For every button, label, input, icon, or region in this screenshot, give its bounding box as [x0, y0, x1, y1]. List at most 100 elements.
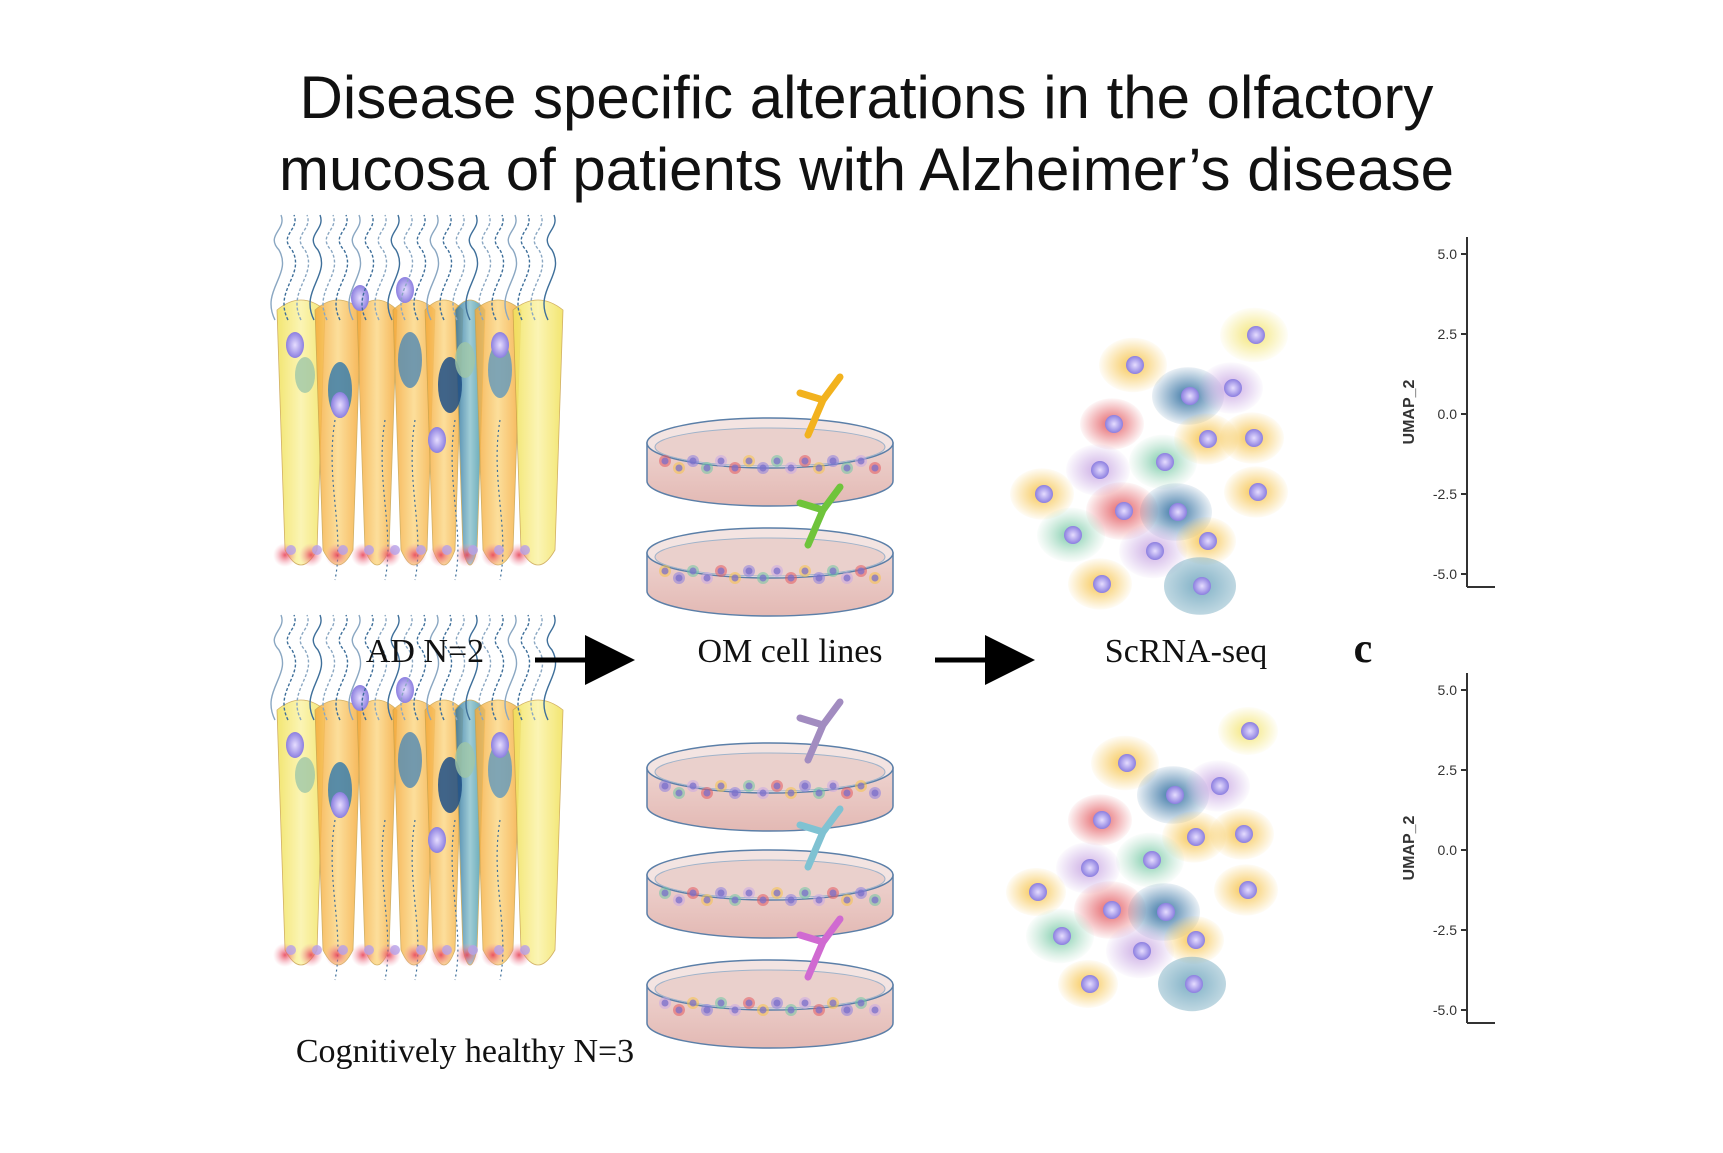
cilium	[361, 614, 375, 721]
dish-cell-nucleus	[843, 896, 851, 904]
umap-tick-label: -2.5	[1433, 922, 1457, 938]
cell-nucleus	[1133, 942, 1151, 960]
cilium	[400, 614, 414, 721]
epithelium-column	[314, 299, 362, 566]
dish-cell-nucleus	[871, 789, 879, 797]
dish-cell-nucleus	[871, 574, 879, 582]
basal-cell-nucleus	[286, 945, 296, 955]
cilium	[439, 614, 453, 721]
antibody-shape	[796, 805, 844, 871]
single-cell	[1026, 908, 1094, 964]
dish-cell-nucleus	[661, 567, 669, 575]
umap-tick-label: -5.0	[1433, 566, 1457, 582]
umap-tick-label: 2.5	[1438, 326, 1458, 342]
single-cell	[1086, 482, 1158, 540]
cilium	[309, 214, 323, 321]
axon	[496, 419, 504, 581]
cilium	[530, 214, 544, 321]
dish-cell-nucleus	[717, 567, 725, 575]
cilium	[296, 214, 310, 321]
single-cell	[1068, 558, 1132, 610]
cilium	[348, 614, 362, 721]
dish-cell-nucleus	[731, 1006, 739, 1014]
antibody-shape	[796, 698, 844, 764]
single-cell	[1068, 794, 1132, 846]
single-cell	[1199, 362, 1263, 414]
cell-nucleus	[295, 757, 315, 793]
basal-cell-nucleus	[416, 945, 426, 955]
neuron-body	[438, 757, 462, 813]
dish-cell-nucleus	[773, 567, 781, 575]
single-cell	[1224, 466, 1288, 518]
cell-nucleus	[455, 342, 475, 378]
antibody-shape	[796, 373, 844, 439]
cell-nucleus	[286, 332, 304, 358]
dish-cell-nucleus	[703, 896, 711, 904]
cilium	[322, 614, 336, 721]
cilium	[452, 614, 466, 721]
dish-cell-nucleus	[815, 464, 823, 472]
cell-nucleus	[1115, 502, 1133, 520]
cell-nucleus	[1091, 461, 1109, 479]
cell-nucleus	[1181, 387, 1199, 405]
dish-cell-nucleus	[675, 789, 683, 797]
dish-medium	[654, 859, 886, 899]
dish-medium	[654, 752, 886, 792]
antibody-shape	[796, 915, 844, 981]
cilium	[543, 614, 557, 721]
cilium	[309, 614, 323, 721]
dish-cell-nucleus	[675, 464, 683, 472]
dish-cell-nucleus	[787, 464, 795, 472]
dish-cell-nucleus	[745, 457, 753, 465]
cilium	[517, 214, 531, 321]
dish-cell-nucleus	[759, 574, 767, 582]
dish-cell-nucleus	[717, 999, 725, 1007]
axon	[381, 819, 389, 981]
dish-cell-nucleus	[759, 464, 767, 472]
dish-cell-nucleus	[787, 789, 795, 797]
dish-cell-nucleus	[871, 1006, 879, 1014]
single-cell	[1220, 307, 1288, 363]
cell-nucleus	[1064, 526, 1082, 544]
cell-nucleus	[1247, 326, 1265, 344]
dish-cell-nucleus	[843, 464, 851, 472]
basal-cell-nucleus	[520, 545, 530, 555]
cell-nucleus	[1157, 903, 1175, 921]
dish-cell-nucleus	[661, 457, 669, 465]
cell-nucleus	[1187, 828, 1205, 846]
umap-tick-label: -5.0	[1433, 1002, 1457, 1018]
cell-nucleus	[1241, 722, 1259, 740]
cilium	[283, 214, 297, 321]
epithelium-column	[512, 299, 564, 566]
dish-cell-nucleus	[745, 782, 753, 790]
basal-cell-nucleus	[442, 945, 452, 955]
cell-nucleus	[428, 827, 446, 853]
basal-cell-nucleus	[468, 545, 478, 555]
panel-letter-c: c	[1354, 626, 1373, 672]
umap-y-axis-label-top: UMAP_2	[1401, 379, 1418, 444]
dish-cell-nucleus	[661, 999, 669, 1007]
umap-axis-top: 5.0 2.5 0.0 -2.5 -5.0 UMAP_2	[1401, 237, 1495, 588]
single-cell	[1037, 507, 1105, 563]
dish-cell-nucleus	[857, 567, 865, 575]
axon	[331, 819, 339, 981]
cilium	[426, 214, 440, 321]
dish-cell-nucleus	[689, 782, 697, 790]
cell-nucleus	[331, 792, 349, 818]
dish-cell-nucleus	[857, 782, 865, 790]
dish-cell-nucleus	[829, 889, 837, 897]
antibody-icon	[796, 373, 844, 439]
basal-cell-nucleus	[364, 545, 374, 555]
cell-nucleus	[428, 427, 446, 453]
cell-nucleus	[1199, 532, 1217, 550]
cilium	[465, 614, 479, 721]
epithelium-column	[512, 699, 564, 966]
cell-nucleus	[1224, 379, 1242, 397]
single-cell	[1106, 923, 1174, 979]
neuron-body	[488, 342, 512, 398]
cell-nucleus	[1081, 859, 1099, 877]
cell-nucleus	[1103, 901, 1121, 919]
cell-nucleus	[1185, 975, 1203, 993]
antibody-icon	[796, 698, 844, 764]
cilium	[283, 614, 297, 721]
